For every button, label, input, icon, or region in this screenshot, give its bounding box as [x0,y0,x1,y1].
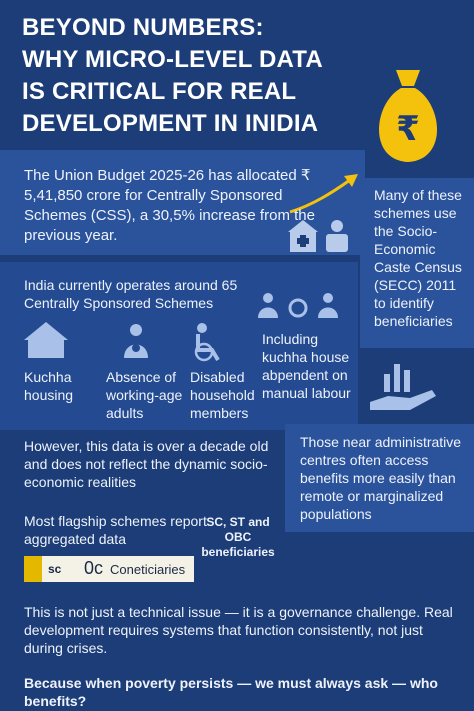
strip-block [24,556,42,582]
hand-chart-icon [370,364,436,410]
outdated-text: However, this data is over a decade old … [24,438,269,490]
strip-text: Coneticiaries [110,562,186,577]
secc-text: Many of these schemes use the Socio-Econ… [374,187,462,329]
criteria-item: Including kuchha house abpendent on manu… [262,331,351,401]
criteria-item: Disabled household members [190,369,255,421]
access-panel [285,424,474,532]
closing-text: Because when poverty persists — we must … [24,675,438,709]
strip-text: 0c [84,558,104,578]
people-icons [258,293,338,318]
title-line: IS CRITICAL FOR REAL [22,78,297,105]
title-line: WHY MICRO-LEVEL DATA [22,46,323,73]
aggregated-text: Most flagship schemes report aggregated … [24,513,207,547]
title-line: DEVELOPMENT IN INIDIA [22,110,319,137]
schemes-text: India currently operates around 65 Centr… [24,277,238,311]
criteria-icons [24,322,220,362]
groups-text: SC, ST and OBC beneficiaries [201,515,275,559]
budget-text: The Union Budget 2025-26 has allocated ₹… [24,167,315,244]
label-strip: sc 0c Coneticiaries [24,556,194,582]
growth-arrow [289,174,358,214]
strip-text: sc [48,562,62,576]
secc-panel [360,178,474,348]
criteria-item: Kuchha housing [24,369,74,403]
svg-text:₹: ₹ [396,110,420,148]
title-line: BEYOND NUMBERS: [22,14,264,41]
money-bag-icon: ₹ [378,70,438,162]
governance-text: This is not just a technical issue — it … [24,604,453,656]
title: BEYOND NUMBERS: WHY MICRO-LEVEL DATA IS … [22,12,382,140]
hospital-icons [288,220,348,252]
criteria-item: Absence of working-age adults [106,369,183,421]
access-text: Those near administrative centres often … [300,434,462,522]
